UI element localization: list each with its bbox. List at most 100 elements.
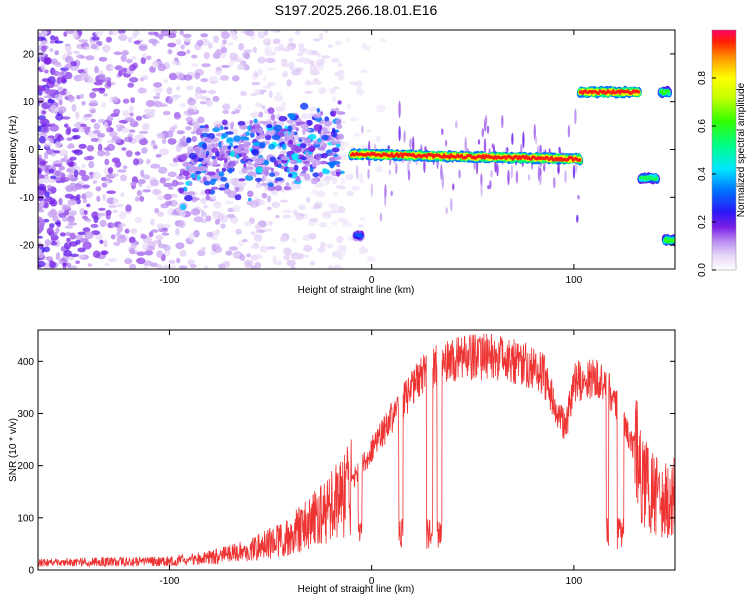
spectrogram-noise-blob [376,104,386,113]
spectrogram-cluster-blob [253,172,257,178]
spectrogram-noise-blob [38,85,44,91]
spectrogram-noise-blob [118,211,127,220]
spectrogram-cluster-blob [264,166,273,170]
spectrogram-noise-blob [161,138,167,145]
spectrogram-noise-blob [40,40,48,46]
spectrogram-streak [388,169,391,176]
spectrogram-noise-blob [90,137,99,142]
spectrogram-noise-blob [109,131,118,138]
spectrogram-noise-blob [140,234,148,240]
spectrogram-noise-blob [255,102,263,108]
spectrogram-noise-blob [278,43,284,51]
spectrogram-noise-blob [286,79,292,87]
spectrogram-noise-blob [122,120,128,124]
spectrogram-noise-blob [90,223,99,228]
spectrogram-cluster-blob [215,143,219,147]
spectrogram-noise-blob [168,72,178,81]
spectrogram-cluster-blob [184,175,189,180]
spectrogram-noise-blob [65,185,74,193]
spectrogram-cluster-blob [286,135,293,141]
spectrogram-noise-blob [308,106,318,112]
spectrogram-noise-blob [97,149,106,157]
spectrogram-noise-blob [280,188,285,193]
spectrogram-cluster-blob [180,203,187,211]
x-tick-label: -100 [159,275,179,286]
spectrogram-cluster-blob [246,166,254,171]
spectrogram-cluster-blob [337,100,342,105]
spectrogram-cluster-blob [331,110,337,117]
spectrogram-noise-blob [106,115,114,122]
spectrogram-cluster-blob [226,137,233,142]
spectrogram-streak [572,164,576,179]
spectrogram-cluster-blob [258,111,264,118]
spectrogram-streak [501,114,504,129]
spectrogram-noise-blob [129,77,139,83]
spectrogram-noise-blob [49,123,56,127]
spectrogram-noise-blob [169,162,179,167]
spectrogram-noise-blob [72,134,81,140]
spectrogram-noise-blob [310,71,320,75]
spectrogram-noise-blob [254,89,259,95]
spectrogram-noise-blob [124,117,134,123]
spectrogram-noise-blob [191,54,198,59]
spectrogram-noise-blob [166,130,174,138]
spectrogram-noise-blob [67,161,75,167]
spectrogram-cluster-blob [266,155,271,162]
y-tick-label: 300 [17,409,34,420]
spectrogram-noise-blob [251,111,259,119]
spectrogram-noise-blob [125,70,134,75]
spectrogram-noise-blob [157,239,162,246]
spectrogram-cluster-blob [228,167,233,174]
spectrogram-streak [533,123,536,141]
spectrogram-noise-blob [253,235,263,242]
spectrogram-cluster-blob [199,125,206,129]
spectrogram-cluster-blob [201,160,207,165]
spectrogram-noise-blob [40,126,50,134]
spectrogram-noise-blob [216,48,221,53]
spectrogram-noise-blob [191,196,198,203]
spectrogram-noise-blob [43,152,49,160]
spectrogram-noise-blob [266,195,272,203]
spectrogram-noise-blob [82,241,92,250]
spectrogram-noise-blob [38,51,47,58]
spectrogram-noise-blob [156,194,165,201]
spectrogram-ridge-cell [664,237,668,241]
spectrogram-noise-blob [59,232,66,237]
spectrogram-cluster-blob [257,129,264,134]
spectrogram-noise-blob [65,55,74,64]
spectrogram-noise-blob [226,190,237,198]
spectrogram-cluster-blob [319,160,328,165]
spectrogram-noise-blob [67,95,76,103]
spectrogram-noise-blob [79,123,87,127]
spectrogram-cluster-blob [273,124,283,132]
spectrogram-noise-blob [38,57,41,63]
spectrogram-noise-blob [38,161,46,166]
spectrogram-cluster-blob [336,164,341,168]
spectrogram-noise-blob [48,168,55,174]
spectrogram-noise-blob [337,217,346,222]
spectrogram-noise-blob [284,46,293,51]
spectrogram-noise-blob [129,112,134,117]
spectrogram-x-axis-label: Height of straight line (km) [298,285,415,296]
spectrogram-noise-blob [50,152,56,157]
spectrogram-cluster-blob [277,159,281,165]
spectrogram-noise-blob [41,110,46,115]
spectrogram-noise-blob [156,264,163,269]
spectrogram-noise-blob [41,220,46,226]
spectrogram-noise-blob [50,241,58,246]
spectrogram-noise-blob [172,94,182,99]
spectrogram-noise-blob [72,50,80,55]
spectrogram-noise-blob [193,216,204,223]
spectrogram-noise-blob [341,120,347,124]
y-tick-label: 10 [23,97,35,108]
spectrogram-noise-blob [103,151,111,156]
snr-panel: -100 0 100 0 100 200 300 400 Height of straight… [8,329,676,595]
spectrogram-noise-blob [161,224,171,229]
spectrogram-noise-blob [360,69,368,74]
spectrogram-noise-blob [180,44,185,50]
spectrogram-noise-blob [67,222,78,226]
spectrogram-noise-blob [47,210,58,218]
spectrogram-noise-blob [222,110,230,114]
spectrogram-cluster-blob [300,102,309,110]
spectrogram-noise-blob [319,33,324,41]
